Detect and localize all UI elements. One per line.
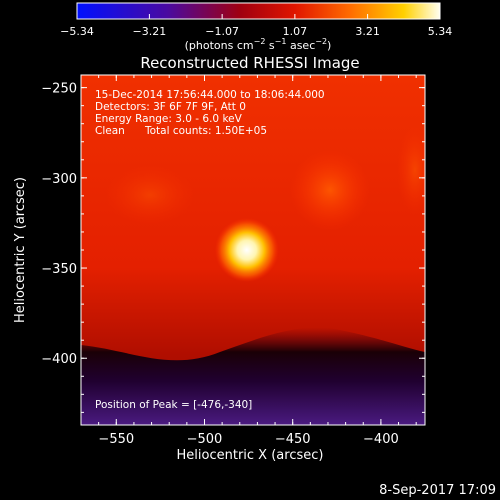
peak-emission-source bbox=[214, 218, 279, 282]
colorbar-tick-label: −3.21 bbox=[133, 25, 167, 38]
algorithm-text: Clean bbox=[95, 125, 125, 137]
heatmap-image bbox=[81, 75, 425, 425]
x-tick-label: −550 bbox=[98, 432, 134, 447]
x-tick-label: −400 bbox=[363, 432, 399, 447]
chart-title: Reconstructed RHESSI Image bbox=[140, 54, 359, 72]
x-axis: −550 −500 −450 −400 bbox=[98, 75, 417, 447]
y-tick-label: −250 bbox=[41, 82, 77, 97]
emission-blob-right bbox=[290, 150, 370, 230]
energy-range-text: Energy Range: 3.0 - 6.0 keV bbox=[95, 113, 243, 125]
detectors-text: Detectors: 3F 6F 7F 9F, Att 0 bbox=[95, 101, 246, 113]
colorbar-tick-label: −1.07 bbox=[205, 25, 239, 38]
colorbar-ticks: −5.34 −3.21 −1.07 1.07 3.21 5.34 bbox=[60, 14, 452, 38]
y-axis-label: Heliocentric Y (arcsec) bbox=[13, 177, 28, 323]
colorbar-unit-label: (photons cm−2 s−1 asec−2) bbox=[185, 37, 332, 52]
footer-timestamp: 8-Sep-2017 17:09 bbox=[379, 483, 496, 498]
peak-position-text: Position of Peak = [-476,-340] bbox=[95, 399, 252, 411]
x-axis-label: Heliocentric X (arcsec) bbox=[177, 448, 324, 463]
y-tick-label: −300 bbox=[41, 172, 77, 187]
y-axis: −250 −300 −350 −400 bbox=[41, 82, 425, 413]
emission-blob-far-right bbox=[397, 125, 425, 215]
y-tick-label: −350 bbox=[41, 262, 77, 277]
colorbar-tick-label: 3.21 bbox=[355, 25, 380, 38]
colorbar: −5.34 −3.21 −1.07 1.07 3.21 5.34 (photons cm−… bbox=[60, 2, 452, 52]
time-range-text: 15-Dec-2014 17:56:44.000 to 18:06:44.000 bbox=[95, 89, 325, 101]
observation-info: 15-Dec-2014 17:56:44.000 to 18:06:44.000… bbox=[95, 89, 325, 137]
total-counts-text: Total counts: 1.50E+05 bbox=[144, 125, 267, 137]
low-emission-region bbox=[81, 327, 425, 425]
y-tick-label: −400 bbox=[41, 352, 77, 367]
x-tick-label: −500 bbox=[187, 432, 223, 447]
colorbar-tick-label: −5.34 bbox=[60, 25, 94, 38]
colorbar-tick-label: 5.34 bbox=[428, 25, 453, 38]
colorbar-tick-label: 1.07 bbox=[283, 25, 308, 38]
colorbar-gradient bbox=[76, 2, 441, 20]
x-tick-label: −450 bbox=[275, 432, 311, 447]
emission-blob-left bbox=[105, 165, 195, 225]
